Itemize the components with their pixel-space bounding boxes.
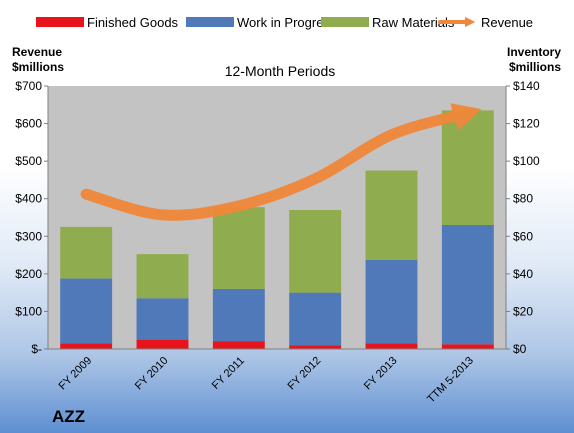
bar-work-in-progress-fy-2010 [136, 298, 189, 340]
x-axis-tick-label: FY 2013 [362, 355, 400, 393]
x-axis-tick-label: FY 2012 [286, 355, 324, 393]
bar-work-in-progress-fy-2012 [289, 292, 342, 346]
bar-finished-goods-ttm-5-2013 [441, 344, 494, 349]
legend-swatch-raw-materials [321, 17, 369, 27]
x-axis-tick-label: FY 2011 [210, 355, 247, 392]
bars [60, 110, 494, 349]
right-axis-tick-label: $80 [513, 192, 533, 206]
revenue-series [80, 103, 482, 221]
bar-work-in-progress-fy-2009 [60, 278, 113, 344]
legend-label-revenue: Revenue [481, 15, 533, 30]
bar-finished-goods-fy-2010 [136, 339, 189, 349]
left-axis-tick-label: $500 [15, 154, 42, 168]
bar-raw-materials-fy-2009 [60, 226, 113, 279]
right-axis-tick-label: $40 [513, 267, 533, 281]
legend-swatch-finished-goods [36, 17, 84, 27]
legend: Finished Goods Work in Progress Raw Mate… [36, 15, 533, 30]
bar-raw-materials-fy-2012 [289, 209, 342, 293]
left-axis-tick-label: $700 [15, 79, 42, 93]
bar-raw-materials-fy-2013 [365, 170, 418, 260]
bar-finished-goods-fy-2011 [212, 341, 265, 349]
legend-label-work-in-progress: Work in Progress [237, 15, 337, 30]
plot-area [48, 86, 506, 349]
left-axis-title-line1: Revenue [12, 45, 62, 59]
chart-title: 12-Month Periods [225, 63, 336, 79]
x-axis-tick-label: FY 2009 [57, 355, 95, 393]
left-axis-tick-label: $- [31, 342, 42, 356]
left-axis-title-line2: $millions [12, 60, 64, 74]
legend-label-raw-materials: Raw Materials [372, 15, 455, 30]
bar-work-in-progress-fy-2013 [365, 259, 418, 344]
right-axis-tick-label: $140 [513, 79, 540, 93]
right-axis-title-line1: Inventory [507, 45, 561, 59]
x-axis-tick-label: FY 2010 [133, 355, 171, 393]
bar-raw-materials-fy-2011 [212, 207, 265, 289]
left-axis-tick-label: $100 [15, 304, 42, 318]
left-axis-tick-label: $200 [15, 267, 42, 281]
right-axis-title-line2: $millions [509, 60, 561, 74]
right-axis-tick-label: $120 [513, 117, 540, 131]
left-axis-tick-label: $600 [15, 117, 42, 131]
bar-raw-materials-ttm-5-2013 [441, 110, 494, 226]
x-axis-tick-label: TTM 5-2013 [425, 355, 476, 406]
left-axis-tick-label: $400 [15, 192, 42, 206]
right-axis-tick-label: $100 [513, 154, 540, 168]
bar-work-in-progress-ttm-5-2013 [441, 225, 494, 345]
bar-finished-goods-fy-2009 [60, 343, 113, 349]
right-axis-tick-label: $0 [513, 342, 527, 356]
legend-swatch-work-in-progress [186, 17, 234, 27]
right-axis-tick-label: $20 [513, 304, 533, 318]
company-label: AZZ [52, 407, 85, 426]
left-axis-tick-label: $300 [15, 229, 42, 243]
right-axis-tick-label: $60 [513, 229, 533, 243]
bar-work-in-progress-fy-2011 [212, 288, 265, 342]
revenue-line [80, 103, 482, 221]
bar-finished-goods-fy-2012 [289, 345, 342, 349]
legend-label-finished-goods: Finished Goods [87, 15, 179, 30]
bar-raw-materials-fy-2010 [136, 254, 189, 299]
bar-finished-goods-fy-2013 [365, 343, 418, 349]
